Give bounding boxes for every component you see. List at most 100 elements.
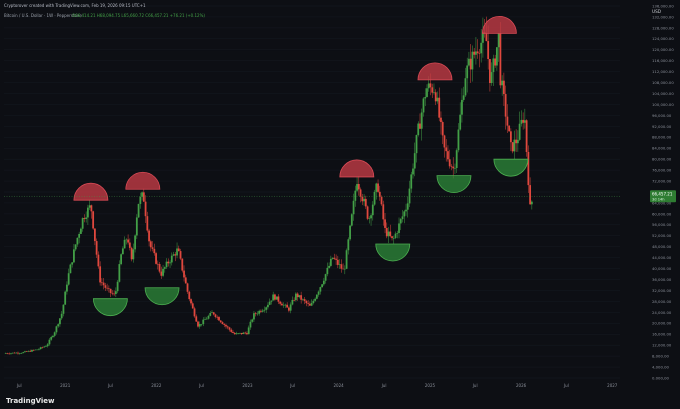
candle-body (13, 352, 16, 354)
y-tick-label: 16,000.00 (652, 332, 672, 337)
candle-body (71, 262, 74, 265)
candle-body (207, 315, 210, 319)
cycle-bottom-marker (144, 287, 180, 306)
candle-body (209, 313, 212, 316)
y-tick-label: 36,000.00 (652, 277, 672, 282)
candle-body (247, 327, 250, 335)
candle-body (97, 254, 100, 267)
candle-body (120, 254, 123, 265)
y-tick-label: 124,000.00 (652, 36, 674, 41)
candle-body (373, 191, 376, 205)
candle-body (459, 114, 462, 130)
candle-body (223, 324, 226, 325)
candle-body (177, 248, 180, 252)
candle-body (413, 153, 416, 169)
y-tick-label: 24,000.00 (652, 310, 672, 315)
candle-body (261, 310, 264, 312)
candle-body (17, 352, 19, 354)
candle-body (389, 231, 392, 237)
ohlc-values: O66,414.21 H68,094.75 L65,660.72 C66,457… (72, 13, 205, 18)
cycle-bottom-marker (436, 175, 472, 193)
candle-body (197, 321, 199, 327)
cycle-top-marker (417, 62, 453, 81)
x-tick-label: 2026 (516, 383, 527, 388)
candle-body (78, 233, 81, 238)
x-tick-label: 2022 (151, 383, 162, 388)
candle-body (434, 92, 437, 102)
candle-body (335, 258, 337, 260)
candle-body (469, 58, 472, 70)
candle-body (39, 347, 42, 350)
candle-body (106, 287, 109, 289)
candle-body (188, 291, 191, 300)
candle-body (315, 294, 318, 299)
candle-body (73, 249, 75, 263)
candle-body (53, 332, 56, 336)
candle-body (529, 185, 532, 205)
candle-body (473, 51, 476, 55)
candle-body (135, 217, 138, 236)
candle-body (114, 291, 117, 294)
cycle-top-marker (73, 182, 109, 201)
candle-body (392, 238, 395, 239)
candle-body (237, 333, 240, 334)
candle-body (212, 312, 215, 315)
candle-body (391, 236, 393, 239)
candle-body (349, 225, 351, 240)
candle-body (265, 307, 268, 310)
candle-body (242, 332, 245, 335)
candle-body (494, 58, 497, 66)
candle-body (31, 349, 33, 352)
candle-body (371, 204, 374, 216)
candle-body (457, 129, 460, 151)
x-tick-label: Jul (198, 383, 204, 388)
candle-body (492, 58, 495, 73)
candle-body (193, 308, 196, 317)
candle-body (198, 324, 201, 327)
candle-body (326, 267, 329, 275)
price-label-value: 66,457.21 (652, 191, 673, 196)
y-tick-label: 56,000.00 (652, 222, 672, 227)
candle-body (445, 147, 448, 152)
candle-body (93, 228, 96, 242)
candle-body (398, 223, 400, 234)
y-tick-label: 72,000.00 (652, 178, 672, 183)
candle-body (268, 301, 271, 305)
candle-body (312, 300, 315, 304)
candle-body (137, 203, 140, 218)
candle-body (86, 207, 89, 218)
candle-body (405, 209, 407, 212)
candle-body (29, 350, 32, 352)
candle-body (254, 313, 257, 314)
candle-body (186, 283, 189, 292)
candle-body (128, 242, 131, 248)
x-tick-label: Jul (107, 383, 113, 388)
candle-body (25, 351, 28, 352)
y-tick-label: 132,000.00 (652, 14, 674, 19)
candle-body (214, 314, 217, 317)
candle-body (399, 219, 402, 224)
candle-body (158, 264, 161, 272)
candle-body (298, 295, 301, 298)
candle-body (123, 239, 126, 249)
cycle-bottom-marker (92, 298, 128, 316)
symbol-line[interactable]: Bitcoin / U.S. Dollar · 1W · Pepperstone (4, 13, 82, 18)
y-tick-label: 12,000.00 (652, 343, 672, 348)
candle-body (282, 304, 285, 306)
tradingview-logo[interactable]: TradingView (6, 397, 55, 405)
candle-body (356, 184, 358, 191)
candle-body (279, 301, 282, 304)
candle-body (176, 248, 178, 256)
candle-body (513, 139, 516, 152)
candle-body (408, 188, 411, 204)
candle-body (60, 313, 63, 319)
candle-body (235, 333, 238, 335)
candle-body (363, 198, 365, 202)
candle-body (431, 87, 434, 93)
y-tick-label: 60,000.00 (652, 211, 672, 216)
candle-body (153, 248, 156, 254)
candle-body (518, 123, 521, 140)
candle-body (205, 318, 208, 320)
x-tick-label: Jul (472, 383, 478, 388)
